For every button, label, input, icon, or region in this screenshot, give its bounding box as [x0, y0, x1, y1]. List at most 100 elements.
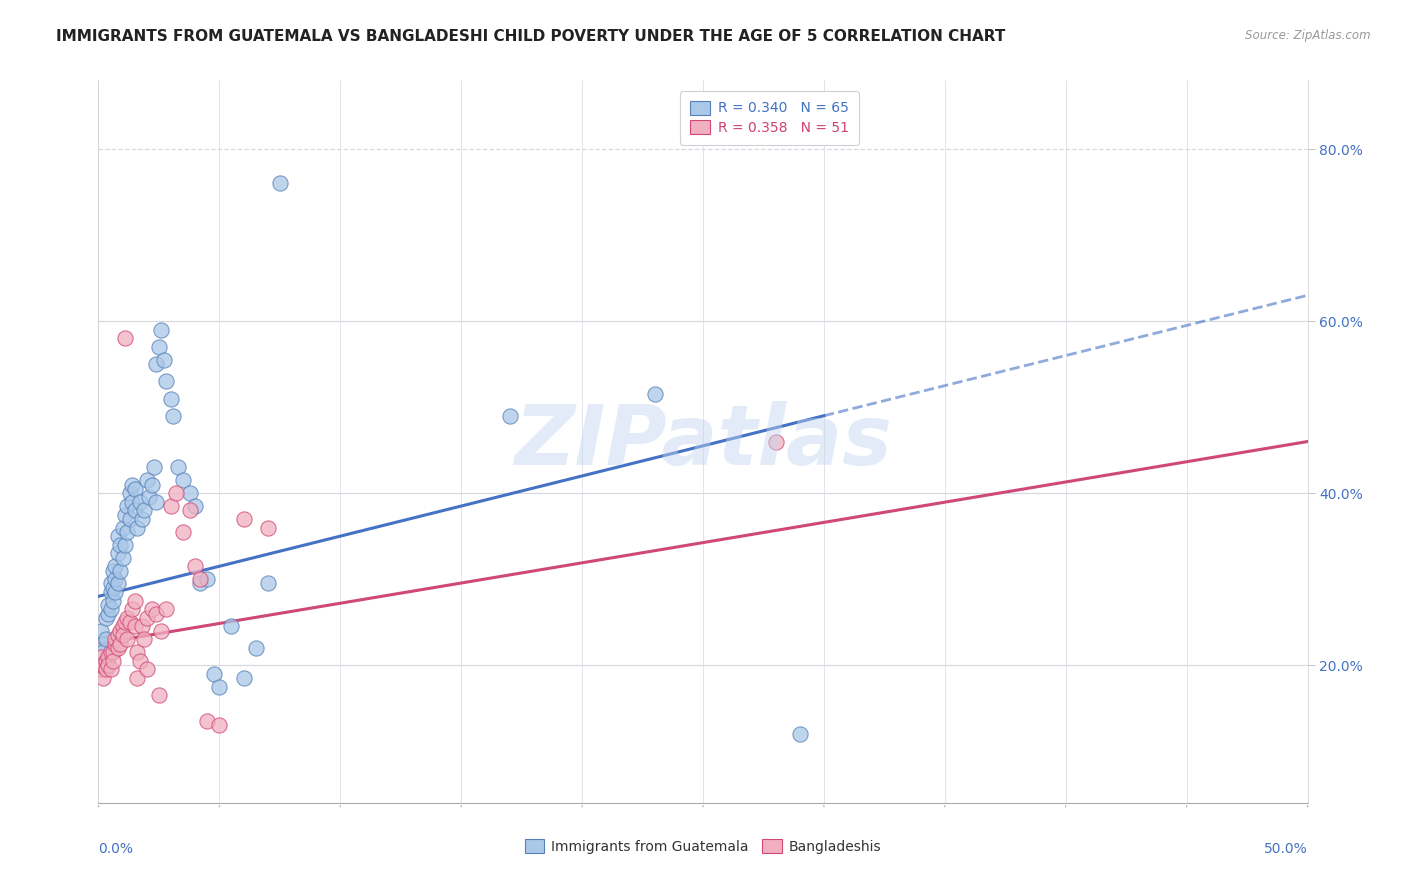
Point [91, 671, 114, 685]
Point [90, 624, 112, 638]
Point [124, 503, 146, 517]
Point [131, 619, 153, 633]
Point [101, 581, 124, 595]
Point [117, 611, 139, 625]
Point [150, 323, 173, 337]
Point [97, 658, 120, 673]
Point [91, 658, 114, 673]
Point [162, 409, 184, 423]
Point [188, 572, 211, 586]
Point [165, 486, 187, 500]
Point [789, 727, 811, 741]
Point [128, 654, 150, 668]
Point [124, 482, 146, 496]
Point [256, 520, 278, 534]
Point [104, 637, 127, 651]
Point [172, 473, 194, 487]
Point [141, 602, 163, 616]
Point [138, 491, 160, 505]
Point [100, 576, 122, 591]
Point [94, 663, 117, 677]
Point [107, 546, 129, 560]
Text: Source: ZipAtlas.com: Source: ZipAtlas.com [1246, 29, 1371, 42]
Point [135, 611, 157, 625]
Point [256, 576, 278, 591]
Point [97, 598, 120, 612]
Point [94, 632, 117, 647]
Point [124, 619, 146, 633]
Point [107, 628, 129, 642]
Point [644, 387, 666, 401]
Point [108, 637, 131, 651]
Text: ZIPatlas: ZIPatlas [515, 401, 891, 482]
Point [765, 434, 787, 449]
Point [114, 331, 136, 345]
Point [111, 619, 134, 633]
Point [179, 486, 201, 500]
Point [208, 718, 231, 732]
Point [104, 572, 127, 586]
Point [101, 593, 124, 607]
Point [232, 512, 254, 526]
Point [141, 477, 163, 491]
Point [208, 680, 231, 694]
Point [118, 486, 141, 500]
Point [135, 473, 157, 487]
Point [121, 602, 143, 616]
Point [204, 666, 226, 681]
Point [188, 576, 211, 591]
Point [498, 409, 520, 423]
Point [100, 645, 122, 659]
Point [104, 632, 127, 647]
Point [107, 529, 129, 543]
Point [131, 512, 153, 526]
Point [148, 688, 170, 702]
Point [114, 615, 136, 630]
Point [184, 499, 207, 513]
Point [124, 593, 146, 607]
Point [97, 607, 120, 621]
Point [127, 671, 149, 685]
Point [91, 645, 114, 659]
Point [128, 494, 150, 508]
Point [101, 645, 124, 659]
Point [90, 649, 112, 664]
Point [104, 585, 127, 599]
Point [167, 460, 190, 475]
Point [150, 624, 173, 638]
Point [127, 520, 149, 534]
Legend: Immigrants from Guatemala, Bangladeshis: Immigrants from Guatemala, Bangladeshis [517, 832, 889, 861]
Point [108, 564, 131, 578]
Point [118, 512, 141, 526]
Point [245, 640, 267, 655]
Point [172, 524, 194, 539]
Point [117, 524, 139, 539]
Point [121, 477, 143, 491]
Point [100, 663, 122, 677]
Point [111, 628, 134, 642]
Point [160, 499, 183, 513]
Point [97, 649, 120, 664]
Point [114, 508, 136, 522]
Point [127, 645, 149, 659]
Point [135, 663, 157, 677]
Point [118, 615, 141, 630]
Text: 50.0%: 50.0% [1264, 841, 1308, 855]
Point [184, 559, 207, 574]
Point [100, 585, 122, 599]
Point [221, 619, 243, 633]
Point [160, 392, 183, 406]
Point [108, 538, 131, 552]
Point [101, 654, 124, 668]
Point [148, 340, 170, 354]
Point [90, 663, 112, 677]
Point [155, 602, 177, 616]
Point [111, 550, 134, 565]
Point [114, 538, 136, 552]
Point [145, 357, 167, 371]
Point [143, 460, 166, 475]
Point [195, 714, 218, 728]
Point [108, 624, 131, 638]
Point [195, 572, 218, 586]
Point [107, 640, 129, 655]
